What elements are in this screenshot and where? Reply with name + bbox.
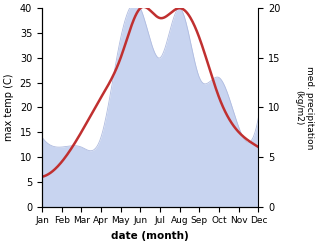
X-axis label: date (month): date (month) — [111, 231, 189, 241]
Y-axis label: med. precipitation
(kg/m2): med. precipitation (kg/m2) — [294, 66, 314, 149]
Y-axis label: max temp (C): max temp (C) — [4, 74, 14, 141]
